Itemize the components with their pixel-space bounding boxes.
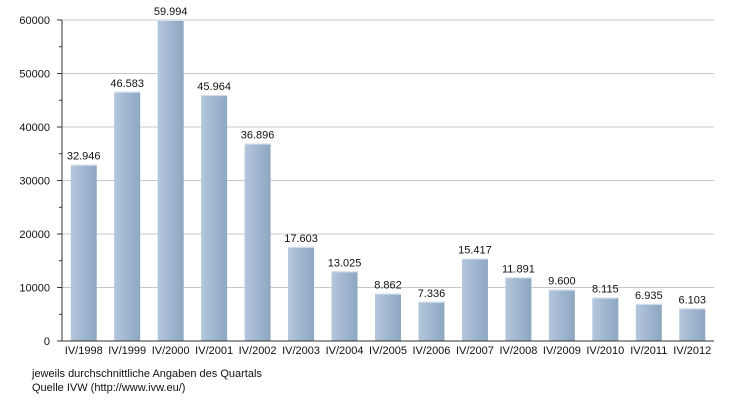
value-label: 15.417	[458, 245, 492, 257]
x-tick-label: IV/1998	[65, 345, 103, 357]
x-tick-label: IV/2010	[586, 345, 624, 357]
bar	[635, 303, 662, 341]
value-labels: 32.946 46.583 59.994 45.964 36.896 17.603 13.0…	[67, 6, 706, 306]
y-tick-label: 0	[44, 336, 50, 348]
bars	[70, 20, 706, 342]
y-tick-label: 50000	[19, 69, 50, 81]
footnote-note: jeweils durchschnittliche Angaben des Qu…	[32, 368, 262, 380]
x-tick-label: IV/2001	[195, 345, 233, 357]
x-tick-label: IV/2012	[673, 345, 711, 357]
value-label: 13.025	[328, 257, 362, 269]
bar	[505, 277, 532, 341]
x-tick-label: IV/2008	[499, 345, 537, 357]
value-label: 8.115	[592, 284, 619, 296]
bar	[592, 297, 619, 341]
bar	[70, 164, 97, 341]
value-label: 6.103	[679, 294, 707, 306]
value-label: 6.935	[635, 290, 663, 302]
y-tick-label: 10000	[19, 283, 50, 295]
value-label: 8.862	[374, 280, 402, 292]
x-tick-label: IV/2005	[369, 345, 407, 357]
value-label: 17.603	[284, 233, 318, 245]
x-tick-label: IV/2000	[152, 345, 190, 357]
value-label: 9.600	[548, 276, 576, 288]
value-label: 59.994	[154, 6, 188, 18]
x-tick-label: IV/2009	[543, 345, 581, 357]
value-label: 32.946	[67, 151, 101, 163]
y-tick-label: 60000	[19, 15, 50, 27]
bar-chart: 0 10000 20000 30000 40000 50000 60000 IV/1998 IV…	[19, 6, 714, 357]
x-tick-label: IV/2007	[456, 345, 494, 357]
bar	[331, 271, 358, 341]
axes: 0 10000 20000 30000 40000 50000 60000 IV/1998 IV…	[19, 15, 714, 357]
bar	[461, 258, 488, 341]
value-label: 36.896	[241, 130, 275, 142]
x-tick-label: IV/2003	[282, 345, 320, 357]
value-label: 11.891	[502, 263, 535, 275]
bar	[157, 20, 184, 341]
bar	[201, 95, 228, 342]
x-tick-label: IV/2011	[630, 345, 667, 357]
bar	[548, 289, 575, 341]
x-tick-label: IV/2004	[326, 345, 364, 357]
footnote-source: Quelle IVW (http://www.ivw.eu/)	[32, 382, 186, 394]
bar	[679, 308, 706, 341]
y-tick-label: 40000	[19, 122, 50, 134]
bar	[418, 301, 445, 341]
x-tick-label: IV/1999	[108, 345, 146, 357]
value-label: 7.336	[418, 288, 446, 300]
x-tick-label: IV/2006	[413, 345, 451, 357]
bar	[114, 91, 141, 342]
x-tick-label: IV/2002	[239, 345, 277, 357]
value-label: 45.964	[197, 81, 231, 93]
y-tick-label: 20000	[19, 229, 50, 241]
y-tick-label: 30000	[19, 176, 50, 188]
bar	[288, 246, 315, 341]
bar	[375, 293, 401, 341]
bar	[244, 143, 271, 341]
value-label: 46.583	[110, 78, 144, 90]
